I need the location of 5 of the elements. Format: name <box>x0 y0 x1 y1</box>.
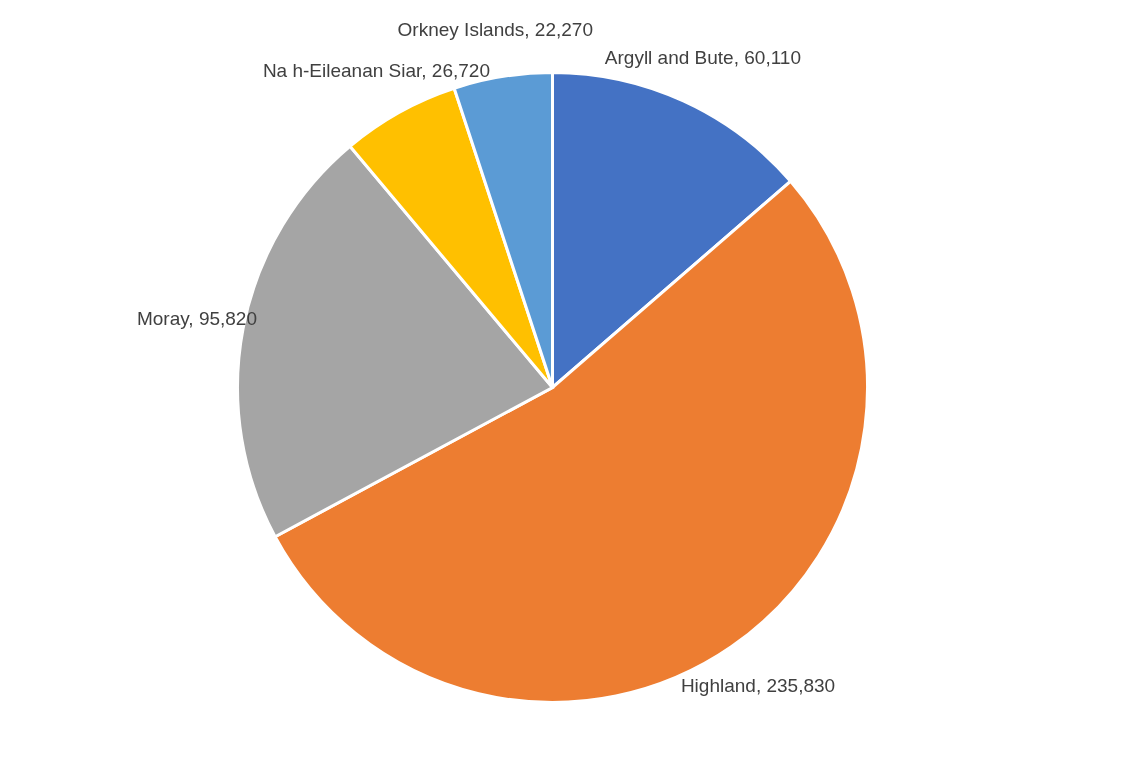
slice-label: Highland, 235,830 <box>680 674 836 696</box>
slice-label: Moray, 95,820 <box>136 308 258 330</box>
slice-label: Orkney Islands, 22,270 <box>397 19 593 41</box>
slice-label: Na h-Eileanan Siar, 26,720 <box>262 60 490 82</box>
slice-label: Argyll and Bute, 60,110 <box>604 47 801 69</box>
